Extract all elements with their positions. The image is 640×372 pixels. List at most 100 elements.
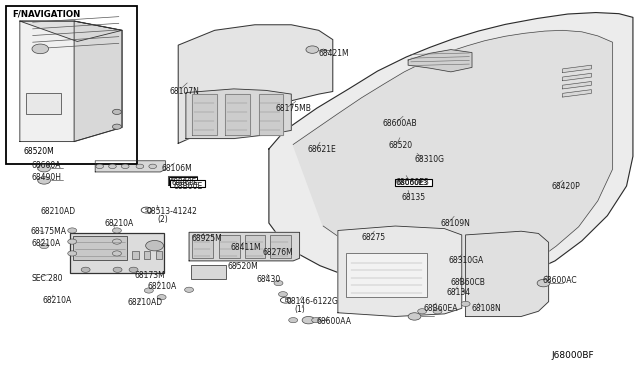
Text: 68173M: 68173M (135, 271, 166, 280)
Text: 08513-41242: 08513-41242 (147, 207, 197, 216)
Circle shape (145, 288, 154, 293)
Text: 68925M: 68925M (191, 234, 221, 243)
Text: 68600AC: 68600AC (542, 276, 577, 285)
Circle shape (149, 164, 157, 169)
Text: 68600AA: 68600AA (317, 317, 352, 326)
Circle shape (537, 279, 550, 287)
Bar (156, 251, 163, 259)
Text: 68210AD: 68210AD (40, 207, 76, 216)
Bar (191, 265, 226, 279)
Circle shape (289, 318, 298, 323)
Text: 68600AB: 68600AB (383, 119, 417, 128)
Circle shape (280, 297, 291, 303)
Polygon shape (95, 161, 166, 172)
Text: 68621E: 68621E (307, 145, 336, 154)
Circle shape (109, 164, 116, 169)
Text: 68490H: 68490H (31, 173, 61, 182)
Circle shape (312, 318, 321, 323)
Polygon shape (408, 49, 472, 72)
Polygon shape (20, 21, 122, 41)
Text: 68B60CB: 68B60CB (451, 278, 486, 287)
Polygon shape (225, 94, 250, 135)
Text: 68060E3: 68060E3 (396, 178, 429, 187)
Text: 68B60E: 68B60E (172, 180, 198, 186)
Circle shape (113, 124, 122, 129)
Circle shape (113, 239, 122, 244)
Polygon shape (192, 94, 216, 135)
Text: 68B60EA: 68B60EA (424, 304, 458, 313)
Text: SEC.280: SEC.280 (31, 274, 63, 283)
Text: 68420P: 68420P (551, 182, 580, 190)
Text: 68107N: 68107N (170, 87, 200, 96)
Text: 68210AD: 68210AD (127, 298, 163, 307)
Polygon shape (563, 65, 591, 73)
Circle shape (302, 317, 315, 324)
Text: 68430: 68430 (256, 275, 280, 284)
Text: 68135: 68135 (402, 193, 426, 202)
Bar (170, 180, 205, 187)
Circle shape (113, 228, 122, 233)
Polygon shape (20, 21, 122, 141)
Circle shape (96, 164, 104, 169)
Circle shape (136, 164, 144, 169)
Bar (270, 235, 291, 258)
Circle shape (146, 240, 164, 251)
Bar (244, 235, 265, 258)
Text: 68B60E: 68B60E (170, 178, 196, 184)
Text: (1): (1) (294, 305, 305, 314)
Polygon shape (338, 226, 462, 317)
Circle shape (418, 309, 427, 314)
Polygon shape (563, 90, 591, 97)
Circle shape (122, 164, 129, 169)
Circle shape (184, 287, 193, 292)
Bar (26, 93, 61, 114)
Polygon shape (259, 94, 283, 135)
Bar (396, 179, 433, 186)
Bar (144, 251, 150, 259)
Bar (70, 234, 164, 273)
Text: 68411M: 68411M (230, 243, 261, 252)
Circle shape (68, 251, 77, 256)
Text: 68310G: 68310G (415, 155, 445, 164)
Text: 68210A: 68210A (104, 219, 133, 228)
Polygon shape (189, 232, 300, 261)
Polygon shape (178, 25, 333, 143)
Circle shape (38, 177, 51, 184)
Polygon shape (74, 21, 122, 141)
Circle shape (68, 239, 77, 244)
Polygon shape (269, 13, 633, 293)
Text: 68520M: 68520M (227, 262, 258, 271)
Polygon shape (563, 81, 591, 89)
Circle shape (38, 164, 51, 172)
Text: 68210A: 68210A (148, 282, 177, 291)
Text: 68060E3: 68060E3 (397, 180, 428, 186)
Bar (132, 251, 139, 259)
Bar (219, 235, 239, 258)
Text: J68000BF: J68000BF (551, 351, 594, 360)
Text: 68600A: 68600A (31, 161, 61, 170)
Text: (2): (2) (157, 215, 168, 224)
Polygon shape (168, 176, 197, 185)
Bar (6, 6, 137, 164)
Circle shape (113, 109, 122, 115)
Text: 68109N: 68109N (440, 219, 470, 228)
Text: F/NAVIGATION: F/NAVIGATION (12, 10, 81, 19)
Text: 68134: 68134 (447, 288, 470, 297)
Circle shape (274, 280, 283, 286)
Circle shape (461, 301, 470, 307)
Text: 68108N: 68108N (472, 304, 502, 313)
Circle shape (113, 251, 122, 256)
Text: 68421M: 68421M (319, 49, 349, 58)
Circle shape (141, 207, 152, 213)
Circle shape (306, 46, 319, 53)
Circle shape (278, 292, 287, 297)
Text: 68276M: 68276M (262, 248, 293, 257)
Circle shape (129, 267, 138, 272)
Text: 68520: 68520 (389, 141, 413, 151)
Text: B: B (284, 298, 288, 303)
Text: 68275: 68275 (362, 233, 386, 243)
Text: 68106M: 68106M (162, 164, 193, 173)
Bar (346, 253, 428, 297)
Text: 68520M: 68520M (23, 148, 54, 157)
Circle shape (81, 267, 90, 272)
